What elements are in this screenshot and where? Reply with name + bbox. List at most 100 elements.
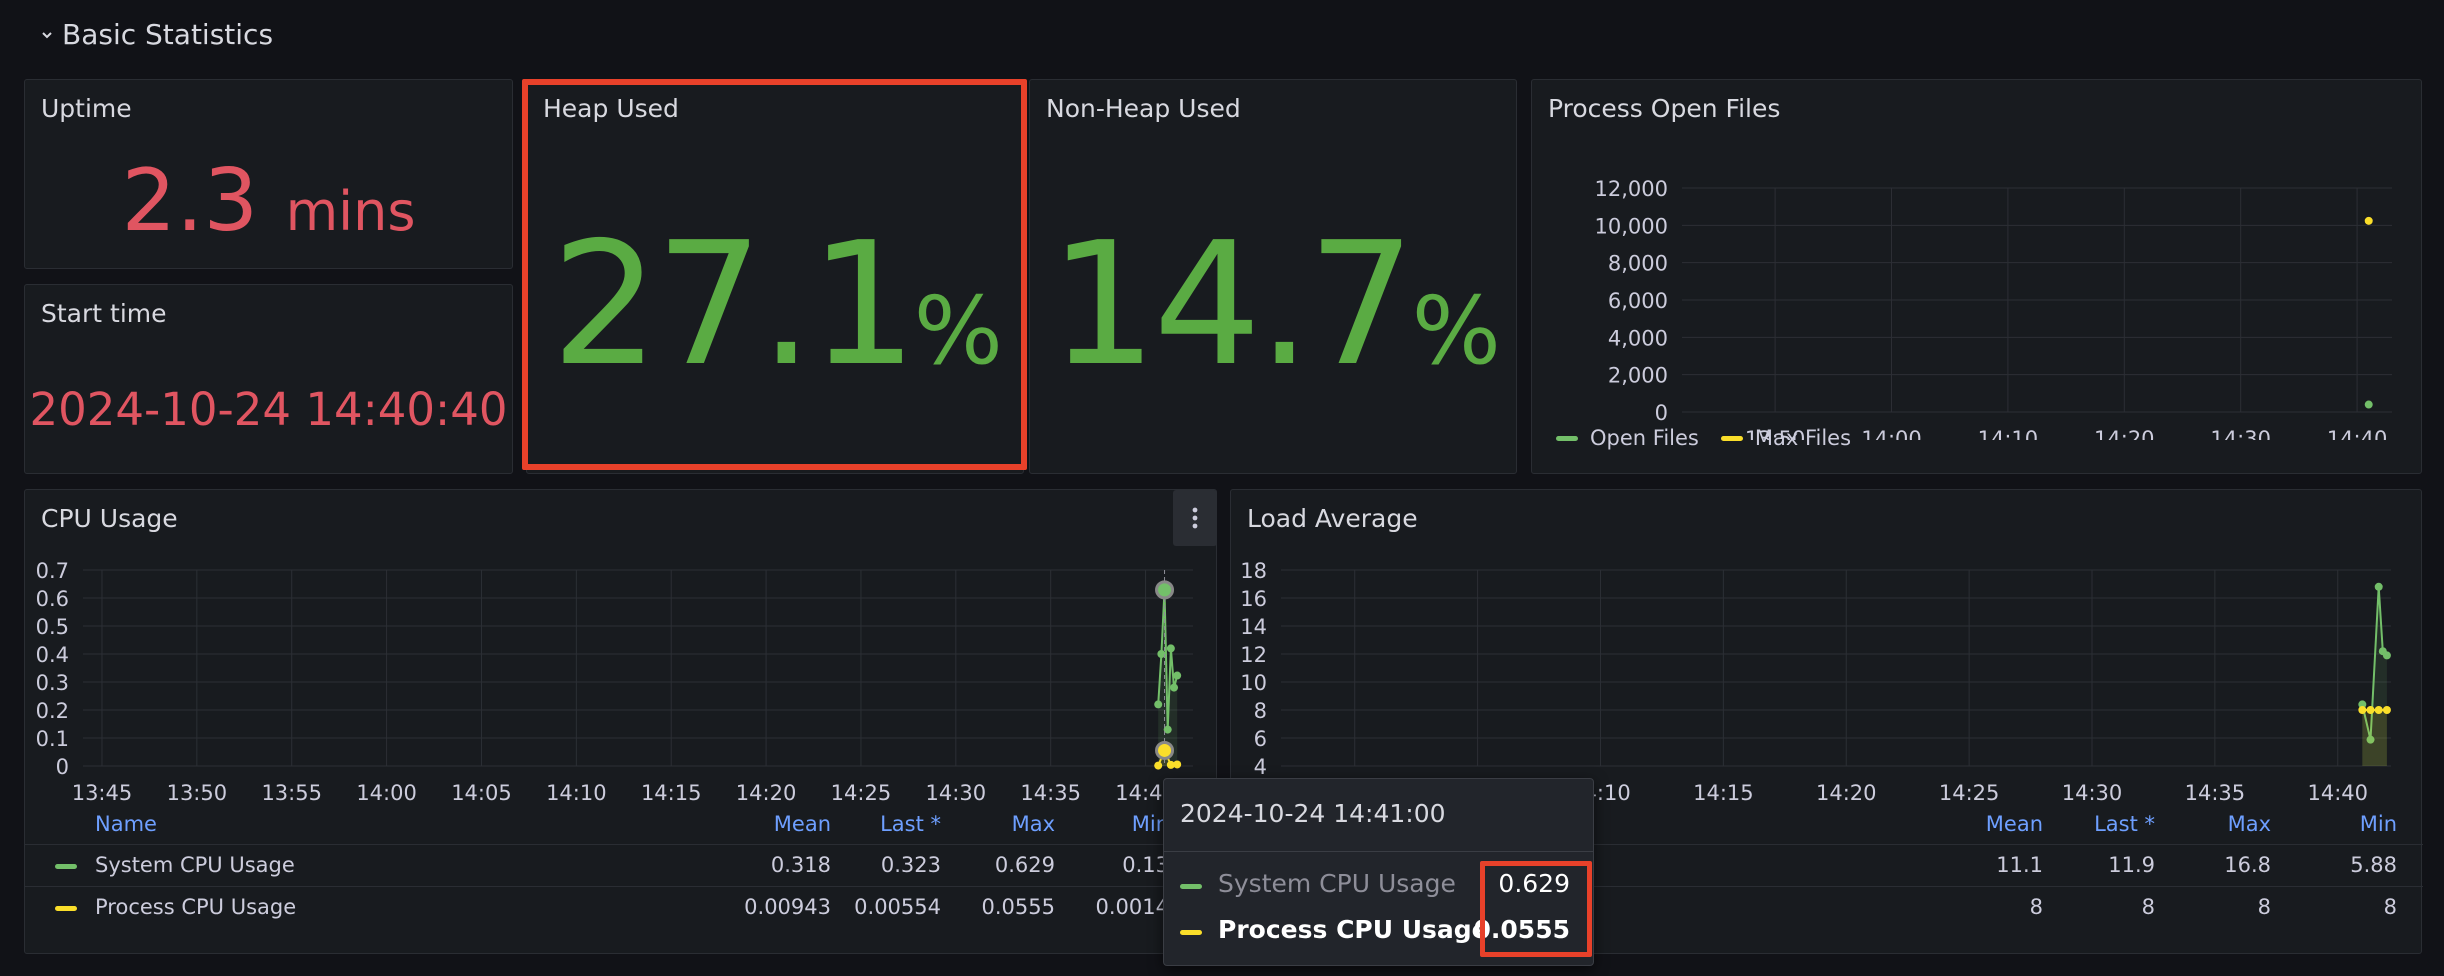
legend-header-last[interactable]: Last * xyxy=(880,812,941,836)
x-tick-label: 13:50 xyxy=(1745,427,1806,440)
tooltip-row: Process CPU Usage 0.0555 xyxy=(1180,915,1580,951)
legend-min: 8 xyxy=(2383,895,2397,919)
y-tick-label: 10,000 xyxy=(1595,214,1668,238)
tooltip-divider xyxy=(1164,851,1593,852)
hover-point xyxy=(1155,740,1175,760)
row-title: Basic Statistics xyxy=(62,18,274,51)
uptime-value: 2.3 mins xyxy=(25,158,512,244)
panel-title: Start time xyxy=(41,299,167,328)
legend-label: Max Files xyxy=(1754,426,1852,450)
open-files-legend: Open Files Max Files xyxy=(1556,426,1851,450)
y-tick-label: 0 xyxy=(56,755,69,779)
y-tick-label: 0 xyxy=(1655,401,1668,425)
data-point xyxy=(2382,706,2391,714)
uptime-panel[interactable]: Uptime 2.3 mins xyxy=(24,79,513,269)
legend-header-max[interactable]: Max xyxy=(2227,812,2271,836)
y-tick-label: 8 xyxy=(1254,699,1267,723)
legend-max: 16.8 xyxy=(2224,853,2271,877)
legend-swatch xyxy=(55,906,77,911)
legend-swatch xyxy=(1556,435,1578,441)
x-tick-label: 14:20 xyxy=(2094,427,2155,440)
y-tick-label: 6,000 xyxy=(1608,289,1668,313)
panel-menu-button[interactable] xyxy=(1173,490,1217,546)
legend-last: 0.323 xyxy=(880,853,941,877)
y-tick-label: 0.7 xyxy=(36,559,69,583)
data-point xyxy=(2366,735,2375,744)
y-tick-label: 0.2 xyxy=(36,699,69,723)
legend-header-mean[interactable]: Mean xyxy=(1985,812,2043,836)
legend-row[interactable]: System CPU Usage 0.318 0.323 0.629 0.13 xyxy=(25,844,1185,886)
x-tick-label: 14:15 xyxy=(1693,781,1754,805)
data-point xyxy=(1163,725,1172,734)
y-tick-label: 14 xyxy=(1240,615,1267,639)
cpu-usage-panel[interactable]: CPU Usage 0 0.1 0.2 0.3 0.4 0.5 0.6 0.7 13:45 13:… xyxy=(24,489,1217,954)
open-files-panel[interactable]: Process Open Files 0 2,000 4,000 6,000 8,000… xyxy=(1531,79,2422,474)
non-heap-value: 14.7% xyxy=(1030,220,1516,390)
legend-row[interactable]: 11.1 11.9 16.8 5.88 xyxy=(1231,844,2423,886)
x-tick-label: 14:40 xyxy=(2327,427,2388,440)
tooltip-row: System CPU Usage 0.629 xyxy=(1180,869,1580,905)
x-tick-label: 14:30 xyxy=(926,781,987,805)
open-files-chart[interactable]: 0 2,000 4,000 6,000 8,000 10,000 12,000 13:50 14… xyxy=(1532,140,2421,440)
chevron-down-icon[interactable] xyxy=(40,28,54,42)
x-tick-label: 14:25 xyxy=(831,781,892,805)
y-tick-label: 4 xyxy=(1254,755,1267,779)
x-tick-label: 14:20 xyxy=(1816,781,1877,805)
legend-mean: 8 xyxy=(2029,895,2043,919)
legend-header-name[interactable]: Name xyxy=(95,812,157,836)
y-tick-label: 18 xyxy=(1240,559,1267,583)
data-point xyxy=(1166,760,1175,769)
row-header[interactable]: Basic Statistics xyxy=(40,18,273,51)
legend-mean: 0.318 xyxy=(770,853,831,877)
legend-last: 8 xyxy=(2141,895,2155,919)
legend-row[interactable]: 8 8 8 8 xyxy=(1231,886,2423,928)
panel-title: Heap Used xyxy=(543,94,679,123)
data-point xyxy=(2364,216,2373,225)
heap-value: 27.1% xyxy=(527,220,1023,390)
x-tick-label: 14:00 xyxy=(356,781,417,805)
legend-item[interactable]: Open Files xyxy=(1556,426,1699,450)
non-heap-number: 14.7 xyxy=(1049,206,1416,404)
tooltip-swatch xyxy=(1180,884,1202,889)
legend-max: 0.629 xyxy=(994,853,1055,877)
uptime-unit: mins xyxy=(285,180,416,243)
data-point xyxy=(2364,400,2373,409)
x-tick-label: 13:45 xyxy=(72,781,133,805)
kebab-menu-icon xyxy=(1192,507,1198,529)
x-tick-label: 14:15 xyxy=(641,781,702,805)
x-tick-label: 14:25 xyxy=(1939,781,2000,805)
legend-header-max[interactable]: Max xyxy=(1011,812,1055,836)
series-area xyxy=(2362,710,2387,766)
x-tick-label: 14:10 xyxy=(1978,427,2039,440)
legend-header-last[interactable]: Last * xyxy=(2094,812,2155,836)
panel-title: Uptime xyxy=(41,94,132,123)
x-tick-label: 14:30 xyxy=(2062,781,2123,805)
non-heap-used-panel[interactable]: Non-Heap Used 14.7% xyxy=(1029,79,1517,474)
start-time-panel[interactable]: Start time 2024-10-24 14:40:40 xyxy=(24,284,513,474)
legend-header-mean[interactable]: Mean xyxy=(773,812,831,836)
legend-header-min[interactable]: Min xyxy=(2359,812,2397,836)
hover-point xyxy=(1155,580,1175,600)
y-tick-label: 2,000 xyxy=(1608,364,1668,388)
legend-item[interactable]: Max Files xyxy=(1720,426,1852,450)
y-tick-label: 10 xyxy=(1240,671,1267,695)
x-tick-label: 14:35 xyxy=(1020,781,1081,805)
y-tick-label: 16 xyxy=(1240,587,1267,611)
x-tick-label: 14:05 xyxy=(451,781,512,805)
load-average-chart[interactable]: 468101214161814:0014:0514:1014:1514:2014… xyxy=(1231,550,2421,880)
data-point xyxy=(2382,651,2391,660)
heap-unit: % xyxy=(913,277,1003,386)
legend-min: 0.0014 xyxy=(1095,895,1169,919)
x-tick-label: 13:55 xyxy=(261,781,322,805)
data-point xyxy=(2374,582,2383,591)
cpu-usage-chart[interactable]: 0 0.1 0.2 0.3 0.4 0.5 0.6 0.7 13:45 13:50 13:55 14:… xyxy=(25,550,1216,880)
panel-title: Process Open Files xyxy=(1548,94,1781,123)
legend-min: 0.13 xyxy=(1122,853,1169,877)
panel-title: Load Average xyxy=(1247,504,1418,533)
heap-used-panel[interactable]: Heap Used 27.1% xyxy=(526,79,1024,474)
data-point xyxy=(2358,700,2367,709)
legend-header-min[interactable]: Min xyxy=(1131,812,1169,836)
legend-row[interactable]: Process CPU Usage 0.00943 0.00554 0.0555… xyxy=(25,886,1185,928)
tooltip-value: 0.629 xyxy=(1498,869,1570,898)
data-point xyxy=(2358,706,2367,714)
